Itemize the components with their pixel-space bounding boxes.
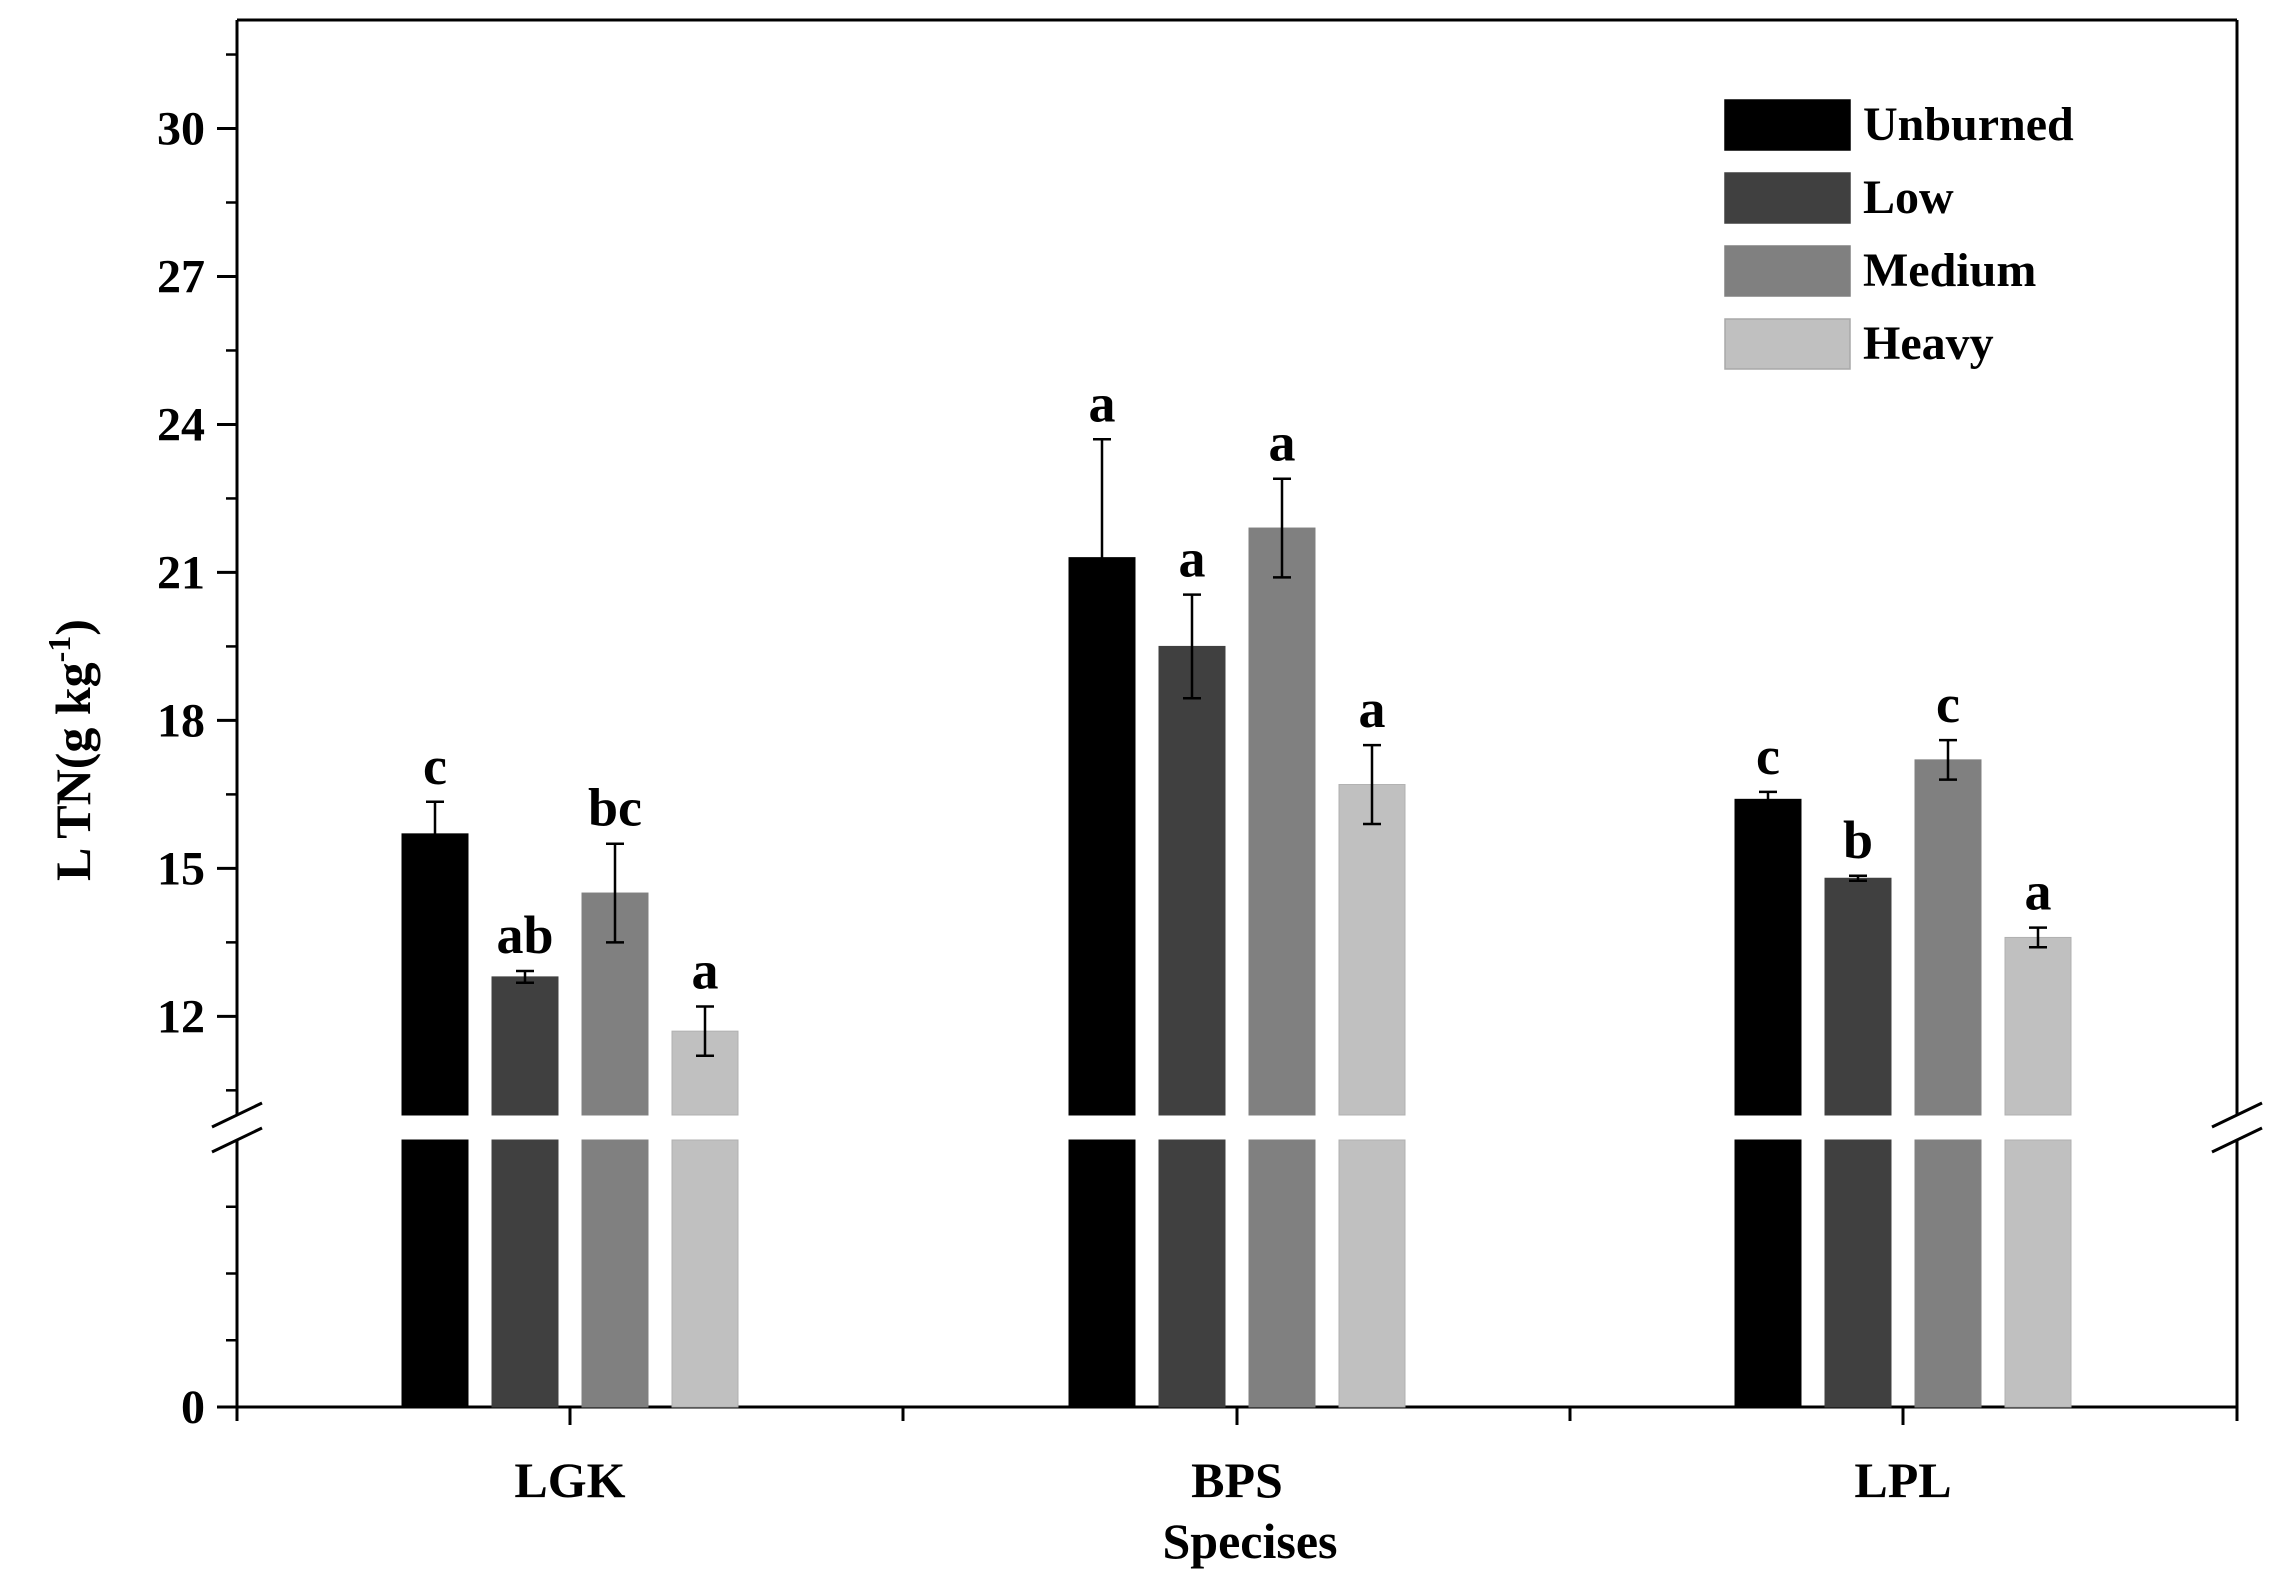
axis-break-gap (2212, 1115, 2262, 1140)
legend-swatch-Unburned (1724, 99, 1851, 151)
bar-lower-BPS-Low (1158, 1139, 1226, 1408)
bar-lower-LGK-Heavy (671, 1139, 739, 1408)
bar-lower-BPS-Heavy (1338, 1139, 1406, 1408)
y-axis: 0 12 15 18 21 24 27 30 (157, 53, 237, 1434)
significance-letter: a (1269, 413, 1296, 473)
significance-letter: bc (588, 778, 642, 838)
bar-BPS-Low (1158, 645, 1226, 1116)
y-tick-label: 24 (157, 398, 205, 451)
y-tick-label: 21 (157, 546, 205, 599)
legend-label-Medium: Medium (1863, 244, 2036, 297)
bar-lower-LPL-Medium (1914, 1139, 1982, 1408)
bar-LPL-Unburned (1734, 798, 1802, 1116)
y-tick-label: 30 (157, 103, 205, 156)
significance-letter: ab (496, 905, 553, 965)
axis-break-mark (2211, 1126, 2263, 1154)
bar-LGK-Low (491, 976, 559, 1116)
y-tick-label: 0 (181, 1381, 205, 1434)
axis-break-mark (211, 1126, 263, 1154)
bar-lower-LPL-Low (1824, 1139, 1892, 1408)
legend-swatch-Heavy (1724, 318, 1851, 370)
y-tick-label: 12 (157, 990, 205, 1043)
bar-lower-BPS-Unburned (1068, 1139, 1136, 1408)
y-axis-title-main: L TN(g kg (45, 662, 101, 881)
bar-LGK-Unburned (401, 833, 469, 1116)
legend-label-Heavy: Heavy (1863, 317, 1994, 370)
error-bars-layer (426, 438, 2047, 1058)
significance-letter: a (1089, 373, 1116, 433)
y-tick-label: 15 (157, 842, 205, 895)
y-axis-title-close: ) (45, 619, 101, 636)
significance-letter: c (423, 736, 447, 796)
bar-lower-LGK-Low (491, 1139, 559, 1408)
x-axis-title: Specises (1163, 1513, 1338, 1569)
significance-letter: a (692, 940, 719, 1000)
significance-letter: a (1179, 529, 1206, 589)
axis-break-gap (212, 1115, 262, 1140)
significance-letter: a (1359, 679, 1386, 739)
y-axis-title: L TN(g kg-1) (41, 619, 101, 881)
legend-swatch-Medium (1724, 245, 1851, 297)
significance-letter: b (1843, 810, 1873, 870)
legend-swatch-Low (1724, 172, 1851, 224)
axis-break-mark (2211, 1101, 2263, 1129)
bar-LPL-Medium (1914, 759, 1982, 1116)
bar-BPS-Heavy (1338, 784, 1406, 1116)
bar-BPS-Medium (1248, 527, 1316, 1116)
legend: Unburned Low Medium Heavy (1724, 98, 2074, 370)
y-tick-label: 18 (157, 694, 205, 747)
bar-lower-BPS-Medium (1248, 1139, 1316, 1408)
bar-lower-LGK-Medium (581, 1139, 649, 1408)
bars-layer (401, 527, 2072, 1408)
bar-lower-LGK-Unburned (401, 1139, 469, 1408)
x-tick-label: LGK (514, 1452, 625, 1508)
y-axis-title-superscript: -1 (41, 636, 77, 663)
significance-letter: a (2025, 862, 2052, 922)
bar-lower-LPL-Heavy (2004, 1139, 2072, 1408)
legend-label-Unburned: Unburned (1863, 98, 2074, 151)
bar-BPS-Unburned (1068, 557, 1136, 1116)
x-tick-label: BPS (1191, 1452, 1283, 1508)
legend-label-Low: Low (1863, 171, 1954, 224)
bar-LPL-Low (1824, 877, 1892, 1116)
y-tick-label: 27 (157, 250, 205, 303)
x-axis: LGK BPS LPL (235, 1407, 2239, 1508)
x-tick-label: LPL (1854, 1452, 1951, 1508)
significance-letter: c (1936, 674, 1960, 734)
bar-lower-LPL-Unburned (1734, 1139, 1802, 1408)
bar-LPL-Heavy (2004, 936, 2072, 1116)
significance-letter: c (1756, 726, 1780, 786)
axis-break-mark (211, 1101, 263, 1129)
